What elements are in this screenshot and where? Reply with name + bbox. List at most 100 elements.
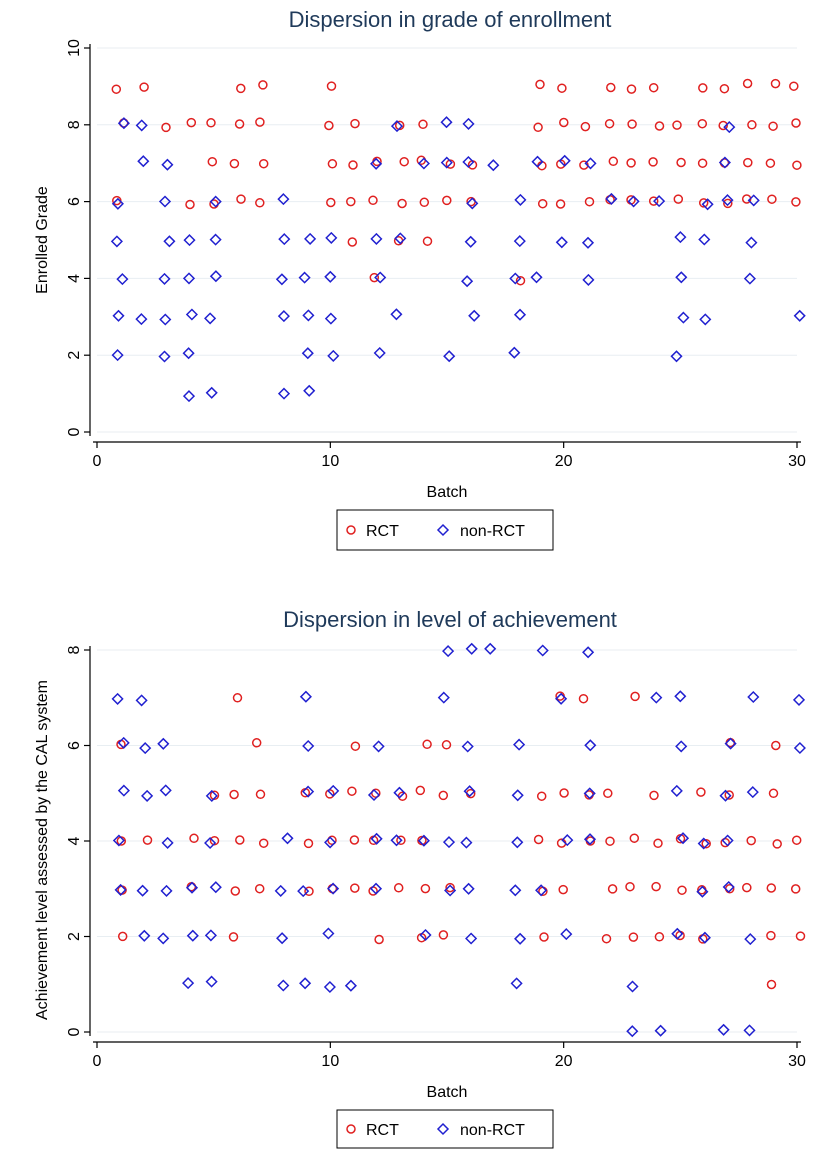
point-rct <box>251 738 262 748</box>
point-non-rct <box>161 158 174 171</box>
point-rct <box>603 788 613 799</box>
point-rct <box>723 198 733 209</box>
point-non-rct <box>745 236 758 249</box>
point-non-rct <box>793 309 806 322</box>
point-non-rct <box>209 195 222 208</box>
point-non-rct <box>721 834 734 847</box>
legend: RCT non-RCT <box>336 509 554 551</box>
y-tick-label: 0 <box>66 427 83 436</box>
point-non-rct <box>444 884 457 897</box>
point-non-rct <box>531 155 544 168</box>
point-rct <box>533 834 544 845</box>
y-tick-label: 0 <box>66 1027 83 1036</box>
point-non-rct <box>303 384 316 397</box>
point-rct <box>326 81 337 91</box>
point-rct <box>185 199 195 210</box>
point-rct <box>770 78 781 89</box>
point-rct <box>767 194 777 204</box>
point-non-rct <box>654 1024 667 1037</box>
point-non-rct <box>746 786 759 799</box>
y-tick-label: 6 <box>66 197 83 206</box>
point-rct <box>422 739 432 750</box>
point-non-rct <box>116 273 129 286</box>
point-rct <box>625 881 635 892</box>
point-non-rct <box>183 234 196 247</box>
x-tick-labels: 0 10 20 30 <box>93 1053 806 1070</box>
axes <box>84 646 801 1048</box>
point-non-rct <box>462 882 475 895</box>
point-rct <box>347 237 358 247</box>
point-rct <box>742 882 752 893</box>
point-rct <box>791 197 801 207</box>
point-non-rct <box>325 231 338 244</box>
point-rct <box>350 883 360 893</box>
point-rct <box>255 789 266 800</box>
point-non-rct <box>627 195 640 208</box>
point-rct <box>397 198 407 209</box>
x-tick-label: 20 <box>555 1053 573 1070</box>
point-non-rct <box>464 235 477 248</box>
point-non-rct <box>301 347 314 360</box>
point-rct <box>628 932 639 942</box>
point-non-rct <box>324 836 337 849</box>
point-non-rct <box>508 346 521 359</box>
point-rct <box>648 196 659 206</box>
x-tick-labels: 0 10 20 30 <box>93 453 806 470</box>
point-non-rct <box>509 884 522 897</box>
point-non-rct <box>204 929 217 942</box>
point-non-rct <box>463 785 476 798</box>
point-non-rct <box>158 195 172 208</box>
point-rct <box>232 693 243 703</box>
y-tick-label: 10 <box>66 39 83 57</box>
point-non-rct <box>205 975 218 988</box>
point-non-rct <box>209 881 222 894</box>
x-tick-label: 20 <box>555 453 573 470</box>
point-rct <box>515 275 526 286</box>
point-non-rct <box>370 157 383 170</box>
point-rct <box>209 790 220 801</box>
point-non-rct <box>513 738 526 751</box>
point-non-rct <box>277 193 290 206</box>
legend-box <box>336 509 554 551</box>
point-non-rct <box>675 271 688 284</box>
point-non-rct <box>135 694 148 707</box>
legend-label-non-rct: non-RCT <box>460 1122 525 1139</box>
point-non-rct <box>324 270 337 283</box>
point-non-rct <box>114 883 127 896</box>
point-non-rct <box>676 832 690 845</box>
point-rct <box>649 790 659 801</box>
point-non-rct <box>605 192 618 205</box>
point-rct <box>558 884 568 895</box>
point-rct <box>254 883 265 894</box>
point-non-rct <box>466 197 479 210</box>
point-non-rct <box>327 784 340 797</box>
point-non-rct <box>743 272 756 285</box>
point-non-rct <box>650 691 663 704</box>
point-non-rct <box>298 271 311 284</box>
point-non-rct <box>209 270 222 283</box>
x-tick-label: 0 <box>93 453 102 470</box>
point-non-rct <box>626 1025 639 1038</box>
point-rct <box>653 838 663 849</box>
point-non-rct <box>344 979 357 992</box>
point-non-rct <box>275 273 288 286</box>
point-rct <box>374 934 384 945</box>
point-non-rct <box>417 157 430 170</box>
point-rct <box>236 83 246 94</box>
point-non-rct <box>747 194 760 207</box>
point-rct <box>718 120 728 131</box>
point-non-rct <box>701 198 714 211</box>
point-non-rct <box>158 350 171 363</box>
point-rct <box>347 786 357 796</box>
point-rct <box>258 158 269 169</box>
point-non-rct <box>462 117 475 130</box>
point-non-rct <box>440 116 453 129</box>
y-tick-label: 2 <box>66 932 83 941</box>
point-rct <box>766 979 777 990</box>
point-non-rct <box>653 195 666 208</box>
point-rct <box>234 119 245 129</box>
point-non-rct <box>137 155 150 168</box>
point-rct <box>696 787 706 797</box>
point-non-rct <box>555 692 568 705</box>
point-non-rct <box>583 833 597 846</box>
